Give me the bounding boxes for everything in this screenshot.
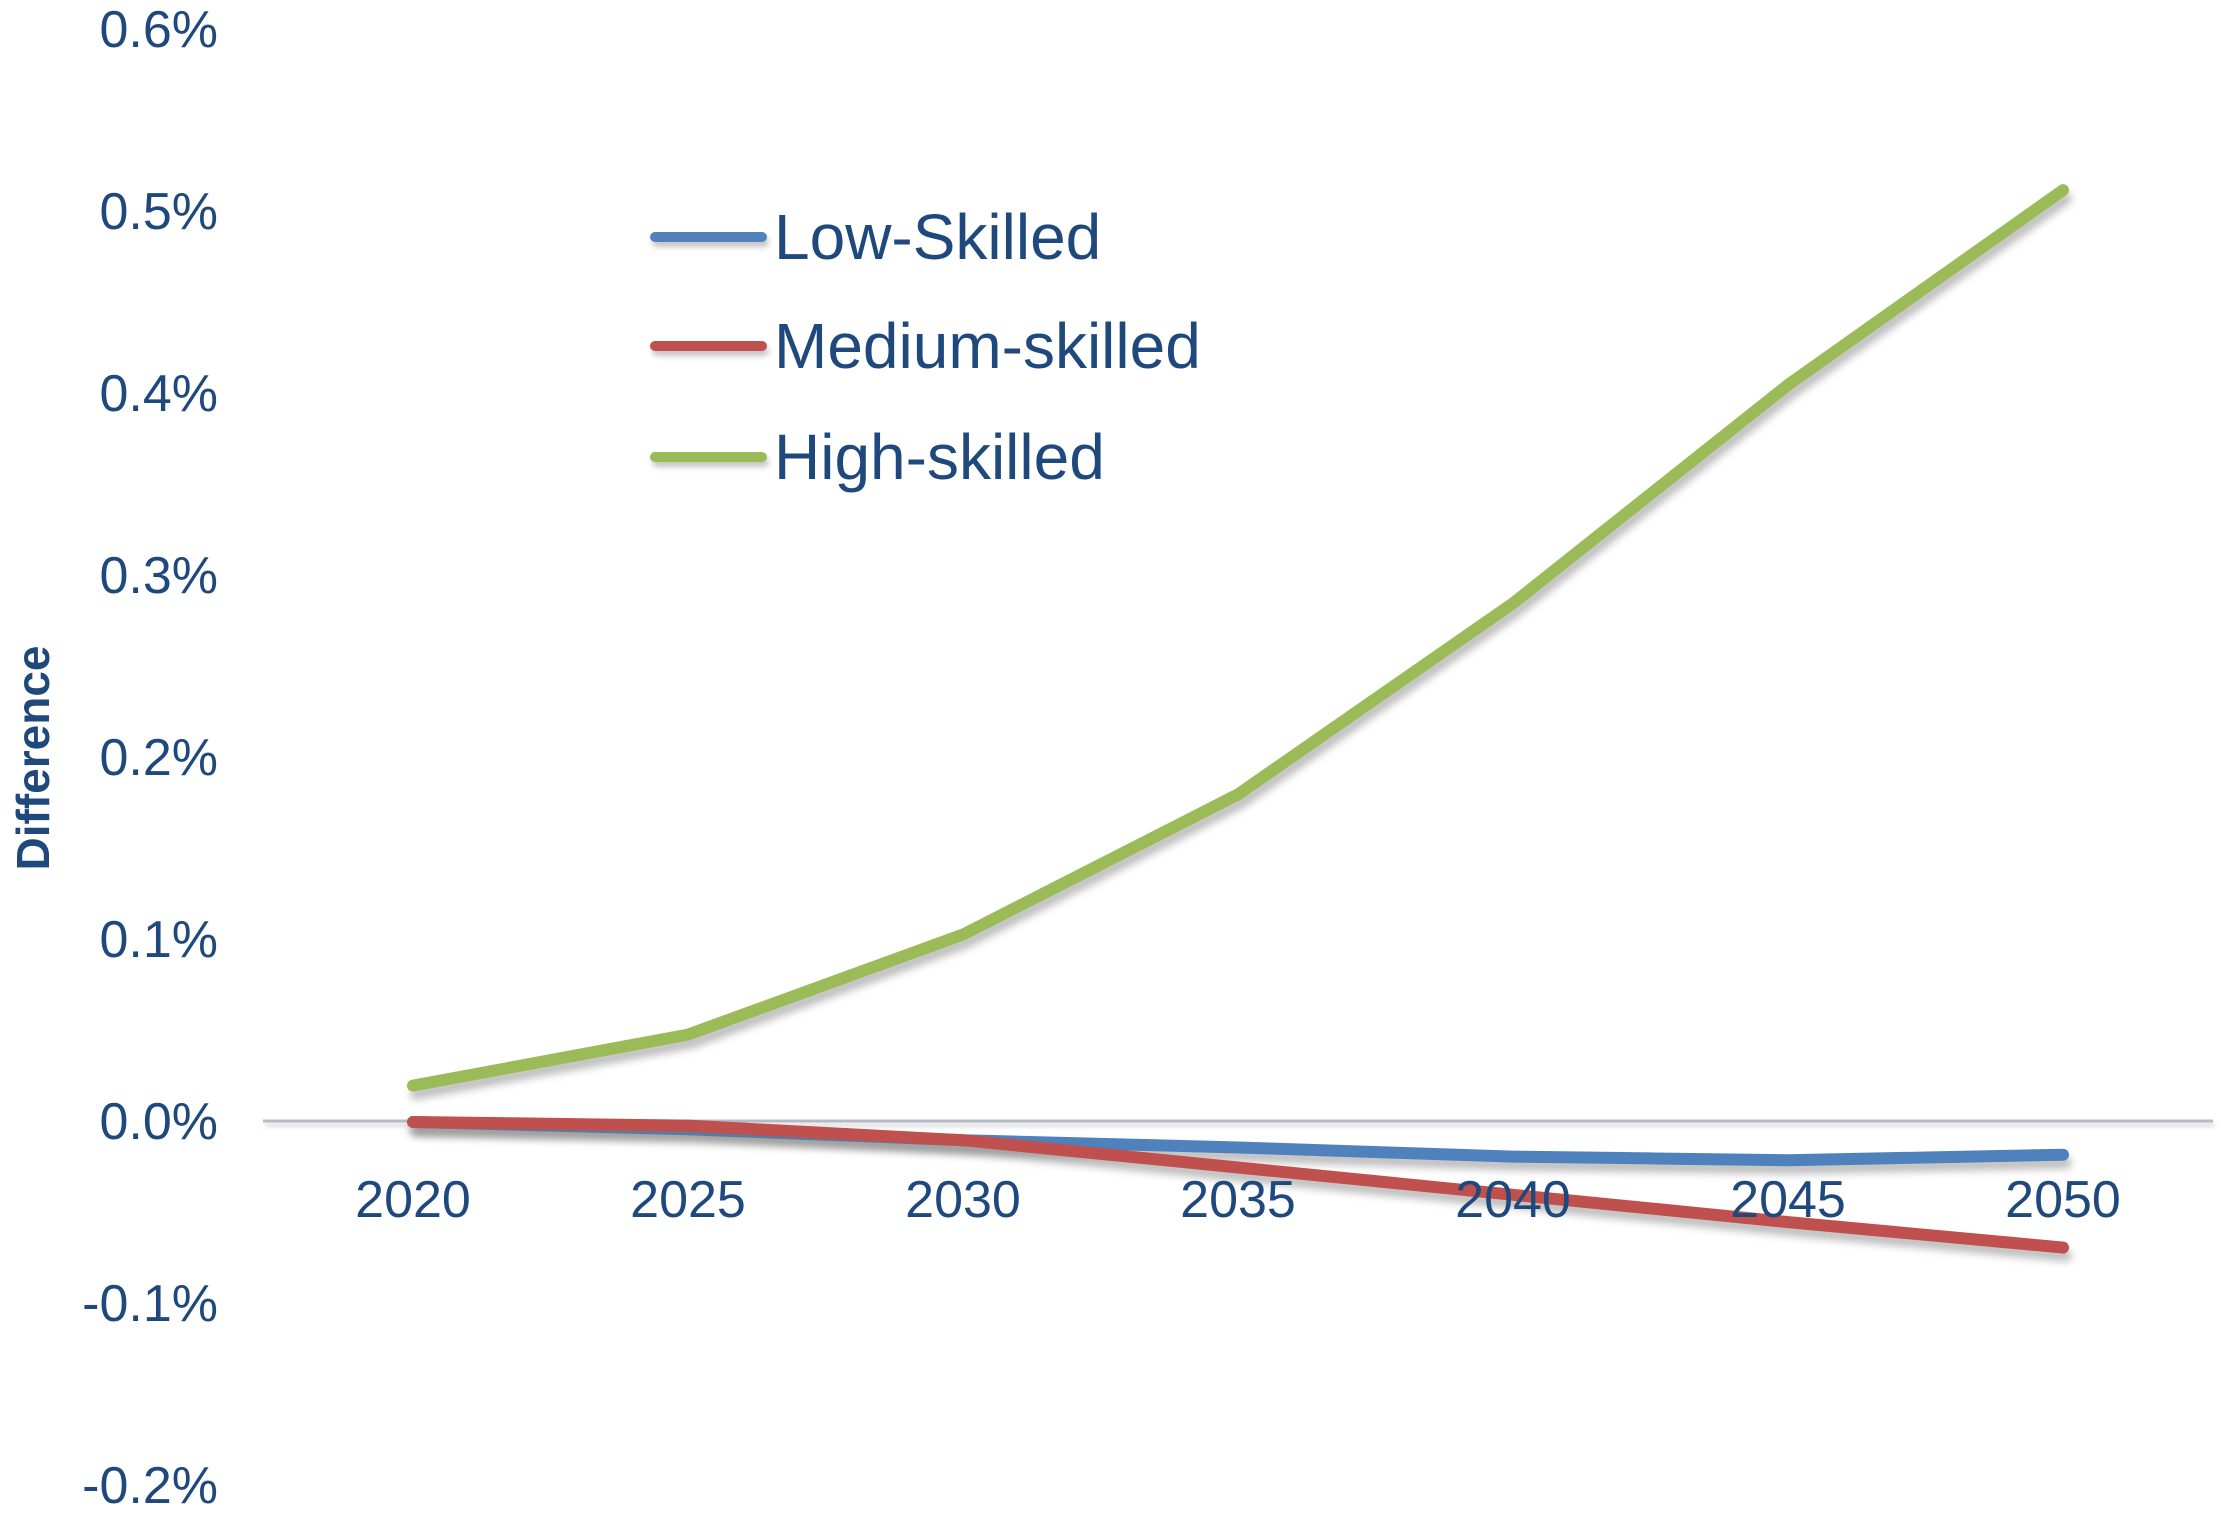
plot-series [407, 184, 2069, 1254]
x-tick-label: 2035 [1180, 1171, 1296, 1229]
legend: Low-Skilled Medium-skilled High-skilled [650, 201, 1201, 493]
high-skilled-line [407, 184, 2069, 1092]
medium-skilled-line [407, 1116, 2069, 1254]
y-tick-label: 0.4% [99, 365, 218, 423]
x-tick-label: 2025 [630, 1171, 746, 1229]
medium-skilled-legend-label: Medium-skilled [774, 310, 1201, 382]
y-tick-label: 0.5% [99, 183, 218, 241]
x-axis-tick-labels: 2020 2025 2030 2035 2040 2045 2050 [355, 1171, 2121, 1229]
x-tick-label: 2020 [355, 1171, 471, 1229]
y-tick-label: -0.2% [82, 1457, 218, 1515]
x-tick-label: 2040 [1455, 1171, 1571, 1229]
y-tick-label: 0.1% [99, 911, 218, 969]
x-tick-label: 2030 [905, 1171, 1021, 1229]
low-skilled-legend-label: Low-Skilled [774, 201, 1101, 273]
y-tick-label: 0.6% [99, 1, 218, 59]
y-tick-label: 0.2% [99, 729, 218, 787]
x-tick-label: 2050 [2005, 1171, 2121, 1229]
y-tick-label: -0.1% [82, 1275, 218, 1333]
y-tick-label: 0.0% [99, 1093, 218, 1151]
high-skilled-legend-label: High-skilled [774, 421, 1105, 493]
y-axis-tick-labels: 0.6% 0.5% 0.4% 0.3% 0.2% 0.1% 0.0% -0.1%… [82, 1, 218, 1515]
y-tick-label: 0.3% [99, 547, 218, 605]
x-tick-label: 2045 [1730, 1171, 1846, 1229]
y-axis-title: Difference [7, 646, 59, 871]
